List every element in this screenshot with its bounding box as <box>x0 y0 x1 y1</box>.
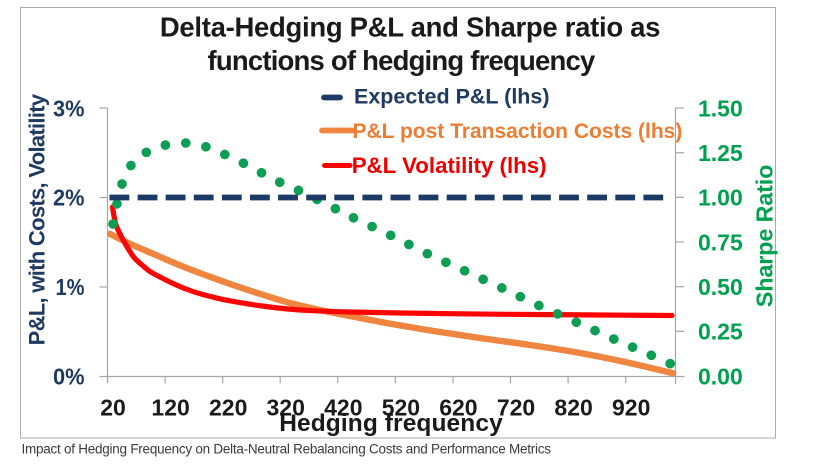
svg-text:Expected P&L (lhs): Expected P&L (lhs) <box>354 85 550 109</box>
svg-text:P&L Volatility (lhs): P&L Volatility (lhs) <box>352 153 547 178</box>
svg-text:520: 520 <box>382 395 420 421</box>
svg-text:20: 20 <box>100 395 126 421</box>
svg-text:P&L post Transaction Costs (lh: P&L post Transaction Costs (lhs) <box>353 120 683 143</box>
svg-text:120: 120 <box>151 395 189 421</box>
svg-text:0.50: 0.50 <box>698 274 743 300</box>
svg-text:220: 220 <box>209 395 247 421</box>
svg-text:2%: 2% <box>53 185 85 211</box>
svg-text:0.25: 0.25 <box>698 319 743 345</box>
svg-text:320: 320 <box>267 395 305 421</box>
svg-text:620: 620 <box>439 395 477 421</box>
svg-text:720: 720 <box>497 395 535 421</box>
svg-text:Delta-Hedging P&L and Sharpe r: Delta-Hedging P&L and Sharpe ratio as <box>160 11 660 42</box>
svg-text:1%: 1% <box>56 274 85 300</box>
svg-text:820: 820 <box>554 395 592 421</box>
svg-text:Sharpe Ratio: Sharpe Ratio <box>752 165 778 308</box>
svg-text:functions of hedging frequency: functions of hedging frequency <box>208 45 596 76</box>
svg-text:1.00: 1.00 <box>698 185 743 211</box>
svg-text:Impact of Hedging Frequency on: Impact of Hedging Frequency on Delta-Neu… <box>22 442 552 457</box>
svg-text:0%: 0% <box>53 363 85 389</box>
svg-text:Hedging frequency: Hedging frequency <box>279 410 503 437</box>
svg-text:0.00: 0.00 <box>698 363 743 389</box>
svg-text:420: 420 <box>324 395 362 421</box>
svg-text:920: 920 <box>612 395 650 421</box>
svg-text:P&L, with Costs, Volatility: P&L, with Costs, Volatility <box>25 93 50 345</box>
svg-text:1.25: 1.25 <box>698 140 743 166</box>
svg-text:0.75: 0.75 <box>698 229 743 255</box>
svg-text:3%: 3% <box>53 95 85 121</box>
svg-text:1.50: 1.50 <box>698 95 743 121</box>
